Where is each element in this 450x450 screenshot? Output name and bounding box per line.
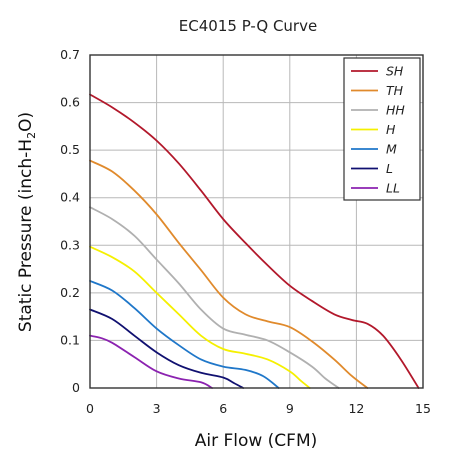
y-axis-ticks: 0 0.1 0.2 0.3 0.4 0.5 0.6 0.7 — [60, 47, 80, 395]
series-line-l — [89, 308, 245, 389]
y-axis-label: Static Pressure (inch-H2O) — [16, 112, 38, 332]
y-axis-label-subscript: 2 — [25, 132, 38, 139]
series-line-sh — [89, 93, 420, 389]
y-tick-label-0: 0 — [72, 380, 80, 395]
legend-label-l: L — [386, 161, 393, 176]
y-axis-label-end: O) — [16, 112, 36, 132]
y-tick-label-7: 0.7 — [60, 47, 80, 62]
x-tick-label-1: 3 — [153, 401, 161, 416]
x-tick-label-2: 6 — [219, 401, 227, 416]
series-line-th — [89, 159, 369, 389]
legend-label-ll: LL — [386, 181, 400, 196]
series-line-h — [89, 245, 311, 389]
x-tick-label-0: 0 — [86, 401, 94, 416]
y-tick-label-4: 0.4 — [60, 190, 80, 205]
legend-label-hh: HH — [386, 103, 405, 118]
x-axis-label: Air Flow (CFM) — [195, 431, 318, 450]
legend-label-h: H — [386, 122, 396, 137]
y-tick-label-5: 0.5 — [60, 142, 80, 157]
y-tick-label-1: 0.1 — [60, 332, 80, 347]
x-tick-label-3: 9 — [286, 401, 294, 416]
x-tick-label-4: 12 — [348, 401, 364, 416]
y-axis-label-main: Static Pressure (inch-H — [16, 139, 36, 332]
y-tick-label-2: 0.2 — [60, 285, 80, 300]
series-line-hh — [89, 206, 340, 389]
series-layer — [89, 93, 420, 389]
series-line-m — [89, 280, 280, 389]
legend-label-th: TH — [386, 83, 404, 98]
legend-label-m: M — [386, 142, 397, 157]
y-tick-label-6: 0.6 — [60, 95, 80, 110]
plot-area-frame — [89, 54, 424, 389]
chart-title: EC4015 P-Q Curve — [179, 17, 317, 35]
legend-label-sh: SH — [386, 64, 404, 79]
y-tick-label-3: 0.3 — [60, 237, 80, 252]
series-line-ll — [89, 334, 213, 389]
x-tick-label-5: 15 — [415, 401, 431, 416]
x-axis-ticks: 0 3 6 9 12 15 — [86, 401, 431, 416]
